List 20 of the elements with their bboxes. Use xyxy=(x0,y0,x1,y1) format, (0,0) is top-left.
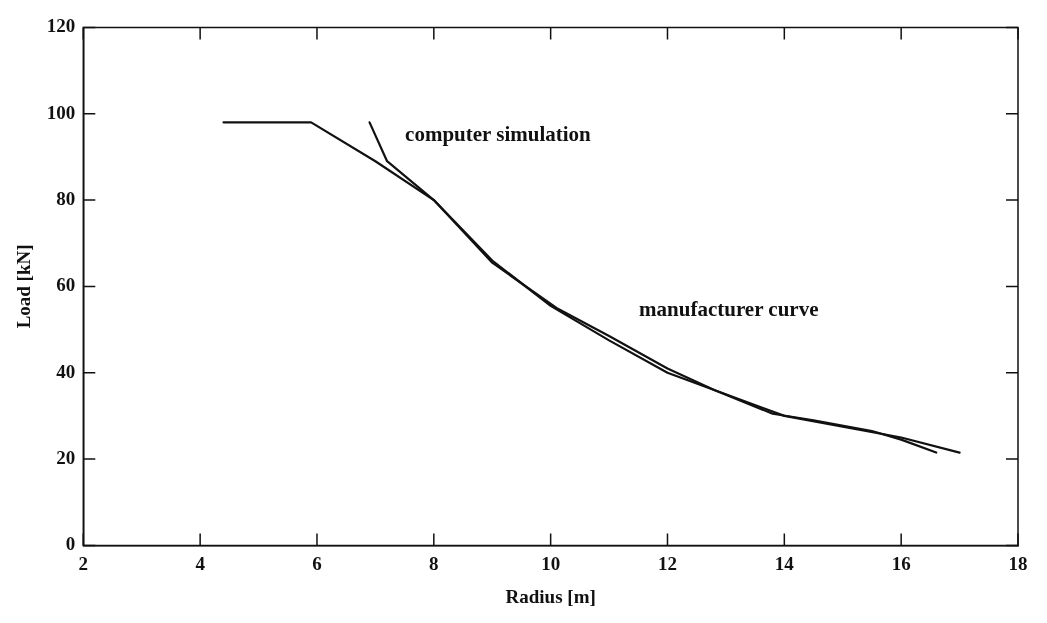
x-tick-label: 16 xyxy=(891,552,911,574)
x-tick-label: 8 xyxy=(429,552,439,574)
y-tick-label: 20 xyxy=(56,446,76,468)
x-tick-label: 18 xyxy=(1008,552,1028,574)
x-tick-label: 12 xyxy=(657,552,677,574)
y-tick-label: 0 xyxy=(65,533,76,555)
y-tick-label: 40 xyxy=(56,360,76,382)
x-tick-label: 14 xyxy=(774,552,795,574)
series-label: computer simulation xyxy=(405,121,592,146)
y-tick-label: 120 xyxy=(46,15,76,37)
x-axis-title: Radius [m] xyxy=(505,585,596,607)
x-tick-label: 2 xyxy=(78,552,89,574)
x-tick-label: 4 xyxy=(195,552,206,574)
y-tick-label: 80 xyxy=(56,187,76,209)
x-tick-label: 6 xyxy=(312,552,322,574)
x-tick-label: 10 xyxy=(541,552,561,574)
y-tick-label: 100 xyxy=(46,101,76,123)
series-label: manufacturer curve xyxy=(639,296,819,321)
y-axis-title: Load [kN] xyxy=(13,244,35,329)
y-tick-label: 60 xyxy=(56,274,76,296)
